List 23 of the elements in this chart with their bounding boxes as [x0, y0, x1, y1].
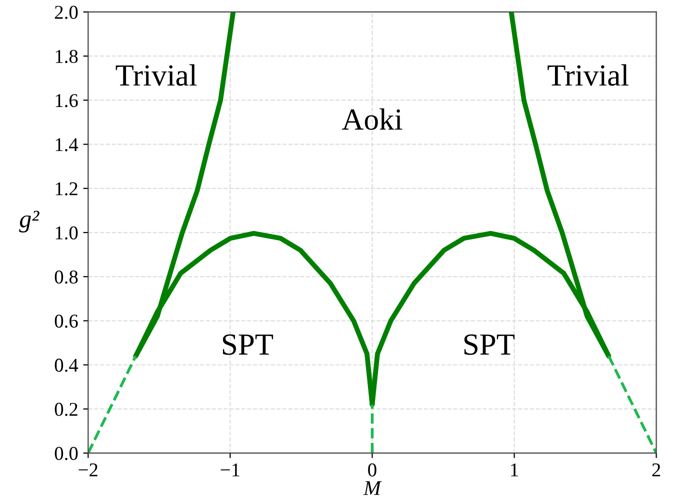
y-tick-label: 0.6 [54, 314, 78, 328]
annotation: SPT [464, 334, 515, 355]
y-tick-label: 0.8 [54, 270, 78, 284]
y-tick-label: 1.2 [56, 182, 78, 196]
x-tick-label: 1 [511, 463, 518, 476]
annotation: Trivial [116, 64, 197, 86]
x-tick-label: −1 [220, 463, 240, 476]
y-tick-label: 0.2 [54, 402, 78, 416]
x-tick-label: 2 [652, 463, 660, 476]
y-axis-title: g² [19, 210, 40, 233]
y-tick-label: 2.0 [54, 6, 78, 19]
y-tick-label: 1.0 [56, 226, 78, 240]
y-tick-label: 1.4 [56, 138, 78, 152]
y-tick-label: 1.8 [56, 50, 78, 64]
annotation: Trivial [548, 64, 629, 86]
x-axis-title: M [363, 481, 382, 495]
y-tick-label: 1.6 [56, 94, 78, 108]
y-tick-label: 0.0 [54, 446, 78, 460]
x-tick-label: −2 [78, 463, 98, 476]
x-tick-label: 0 [368, 463, 376, 476]
y-tick-label: 0.4 [54, 358, 78, 372]
annotation: Aoki [342, 108, 402, 130]
annotation: SPT [222, 334, 274, 355]
